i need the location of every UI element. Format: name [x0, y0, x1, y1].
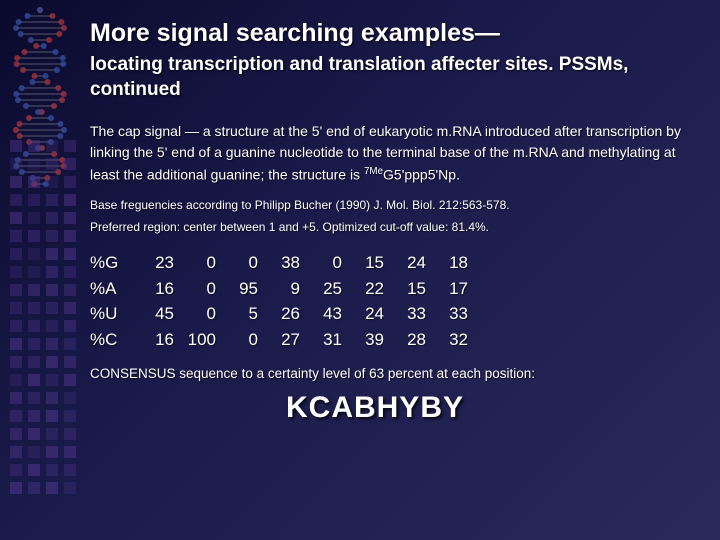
table-cell: 0: [222, 327, 264, 353]
table-row: %G2300380152418: [90, 250, 700, 276]
table-cell: 0: [180, 301, 222, 327]
table-cell: 9: [264, 276, 306, 302]
citation-line: Base freguencies according to Philipp Bu…: [90, 196, 700, 214]
row-header: %C: [90, 327, 138, 353]
table-cell: 27: [264, 327, 306, 353]
table-cell: 5: [222, 301, 264, 327]
table-row: %A16095925221517: [90, 276, 700, 302]
table-cell: 25: [306, 276, 348, 302]
slide-content: More signal searching examples— locating…: [90, 18, 700, 425]
slide-title: More signal searching examples—: [90, 18, 700, 49]
table-row: %C1610002731392832: [90, 327, 700, 353]
table-cell: 0: [180, 250, 222, 276]
table-cell: 31: [306, 327, 348, 353]
table-cell: 0: [180, 276, 222, 302]
table-cell: 24: [348, 301, 390, 327]
table-cell: 28: [390, 327, 432, 353]
table-cell: 45: [138, 301, 180, 327]
table-cell: 33: [432, 301, 474, 327]
table-cell: 0: [306, 250, 348, 276]
frequency-table: %G2300380152418%A16095925221517%U4505264…: [90, 250, 700, 352]
table-cell: 100: [180, 327, 222, 353]
table-cell: 0: [222, 250, 264, 276]
table-cell: 17: [432, 276, 474, 302]
table-cell: 38: [264, 250, 306, 276]
table-cell: 24: [390, 250, 432, 276]
region-line: Preferred region: center between 1 and +…: [90, 218, 700, 236]
table-cell: 32: [432, 327, 474, 353]
row-header: %G: [90, 250, 138, 276]
consensus-sequence: KCABHYBY: [50, 391, 700, 425]
table-cell: 15: [348, 250, 390, 276]
background-decoration: [0, 0, 90, 540]
row-header: %A: [90, 276, 138, 302]
table-cell: 26: [264, 301, 306, 327]
table-cell: 33: [390, 301, 432, 327]
body-paragraph: The cap signal — a structure at the 5' e…: [90, 121, 700, 187]
table-row: %U45052643243333: [90, 301, 700, 327]
table-cell: 43: [306, 301, 348, 327]
table-cell: 16: [138, 327, 180, 353]
consensus-label: CONSENSUS sequence to a certainty level …: [90, 366, 700, 381]
slide-subtitle: locating transcription and translation a…: [90, 53, 700, 102]
table-cell: 23: [138, 250, 180, 276]
table-cell: 16: [138, 276, 180, 302]
table-cell: 95: [222, 276, 264, 302]
table-cell: 18: [432, 250, 474, 276]
table-cell: 15: [390, 276, 432, 302]
row-header: %U: [90, 301, 138, 327]
table-cell: 39: [348, 327, 390, 353]
table-cell: 22: [348, 276, 390, 302]
